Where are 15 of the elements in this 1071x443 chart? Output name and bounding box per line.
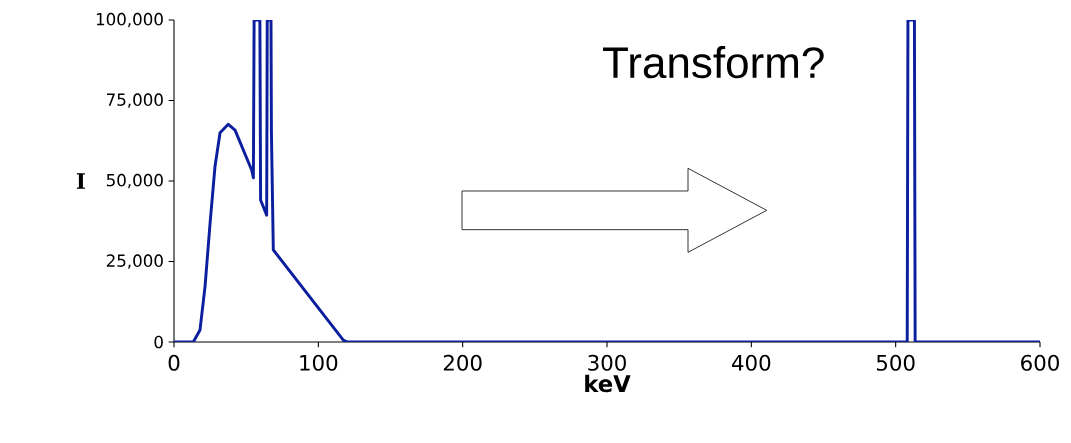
x-tick-label: 600: [1021, 354, 1059, 371]
x-tick-label: 100: [300, 354, 338, 371]
x-tick-label: 0: [168, 354, 180, 371]
x-tick-label: 300: [588, 354, 626, 371]
y-tick-label: 25,000: [106, 254, 163, 269]
y-tick-label: 100,000: [96, 12, 163, 28]
x-tick-label: 500: [876, 354, 915, 371]
x-tick-label: 200: [443, 354, 482, 371]
y-tick-label: 0: [154, 335, 163, 349]
x-tick-label: 400: [732, 354, 771, 371]
annotation: Transform?: [603, 46, 824, 79]
y-axis-title: I: [76, 173, 85, 189]
y-tick-label: 75,000: [107, 93, 163, 108]
x-axis-title: keV: [585, 374, 631, 393]
y-tick-label: 50,000: [106, 173, 163, 189]
